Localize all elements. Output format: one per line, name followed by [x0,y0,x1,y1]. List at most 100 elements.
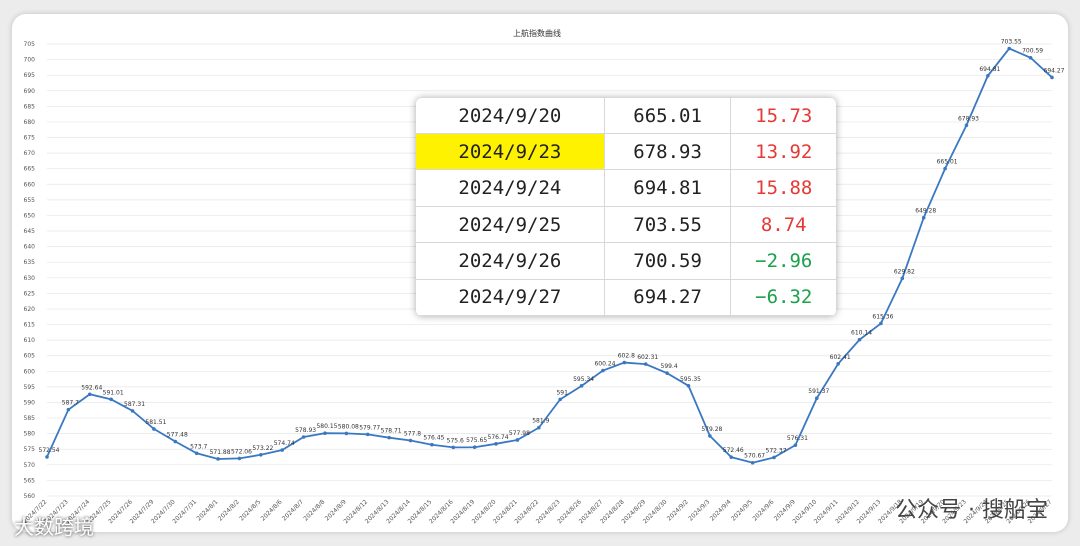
data-label: 591 [556,389,568,396]
data-label: 610.14 [851,330,872,337]
data-point [537,425,541,430]
data-label: 580.15 [316,423,337,430]
y-tick-label: 570 [24,462,36,469]
data-point [173,439,178,444]
data-label: 694.27 [1044,67,1065,74]
data-label: 575.6 [447,437,464,444]
data-label: 578.93 [295,427,316,434]
data-label: 600.24 [594,361,615,368]
data-label: 694.81 [979,66,1000,73]
x-tick-label: 2024/8/2 [217,498,241,522]
y-tick-label: 680 [24,119,36,126]
data-label: 572.06 [231,448,252,455]
table-cell-value: 694.81 [604,169,732,207]
data-point [45,455,49,459]
table-cell-change: 13.92 [730,133,836,171]
data-label: 587.31 [124,401,145,408]
data-label: 592.64 [81,384,102,391]
data-label: 599.4 [661,363,678,370]
data-point [494,442,498,446]
table-cell-value: 700.59 [604,242,732,280]
x-tick-label: 2024/9/4 [709,498,733,522]
x-tick-label: 2024/9/2 [666,498,690,522]
y-tick-label: 625 [24,290,36,297]
data-label: 649.28 [915,208,936,215]
data-label: 577.8 [404,431,421,438]
watermark-right: 公众号 · 搜船宝 [895,498,1048,523]
y-tick-label: 640 [24,244,36,251]
data-point [365,432,370,437]
data-point [772,455,776,460]
data-points [45,46,1054,465]
data-point [622,360,627,365]
data-label: 700.59 [1022,48,1043,55]
data-point [280,448,285,452]
y-tick-label: 650 [24,212,36,219]
data-point [857,337,862,342]
data-label: 615.36 [872,313,893,320]
y-tick-label: 665 [24,166,36,173]
data-label: 572.37 [766,447,787,454]
data-point [87,392,92,397]
data-point [408,438,413,443]
data-label: 602.8 [618,353,635,360]
x-tick-label: 2024/9/5 [730,498,754,522]
y-tick-label: 615 [24,322,36,329]
y-tick-label: 610 [24,337,36,344]
data-label: 570.67 [744,453,765,460]
x-tick-label: 2024/8/5 [238,498,262,522]
table-cell-change: 8.74 [730,206,836,244]
data-label: 579.77 [359,424,380,431]
data-point [109,397,113,402]
data-point [729,455,734,459]
data-point [515,438,520,442]
y-tick-label: 705 [24,41,36,48]
series-line [46,47,1053,464]
y-tick-label: 580 [24,431,36,438]
data-label: 591.01 [103,389,124,396]
y-tick-label: 670 [24,150,36,157]
y-tick-label: 685 [24,103,36,110]
x-tick-label: 2024/8/6 [260,498,284,522]
data-point [259,452,263,457]
data-label: 576.31 [787,435,808,442]
data-point [1007,46,1012,51]
data-label: 573.22 [252,445,273,452]
y-tick-label: 700 [24,57,36,64]
series-line-path [46,47,1053,464]
data-label: 576.74 [488,434,509,441]
table-cell-date: 2024/9/24 [416,169,605,207]
data-point [1050,75,1054,80]
data-point [836,361,840,366]
data-label: 595.34 [573,376,594,383]
x-tick-label: 2024/8/1 [195,498,219,522]
y-tick-label: 695 [24,72,36,79]
data-label: 574.74 [274,440,295,447]
data-point [472,445,477,450]
table-row: 2024/9/26 700.59 −2.96 [416,242,836,280]
data-label: 578.71 [381,428,402,435]
summary-table: 2024/9/20 665.01 15.73 2024/9/23 678.93 13.92… [416,98,836,316]
y-tick-label: 590 [24,399,36,406]
table-cell-value: 703.55 [604,206,732,244]
data-label: 577.48 [167,432,188,439]
data-label: 573.7 [190,443,207,450]
data-point [130,409,135,413]
table-row: 2024/9/23 678.93 13.92 [416,133,836,171]
data-point [301,435,306,439]
data-label: 591.37 [808,388,829,395]
table-cell-change: 15.73 [730,98,836,135]
data-point [216,457,220,461]
y-tick-label: 630 [24,275,36,282]
data-point [237,456,242,461]
chart-title: 上航指数曲线 [513,28,561,38]
data-label: 587.7 [62,400,79,407]
x-tick-label: 2024/9/6 [751,498,775,522]
data-point [900,276,905,281]
data-label: 665.01 [937,159,958,166]
table-cell-date: 2024/9/20 [416,98,605,135]
data-point [194,451,199,456]
table-cell-value: 665.01 [604,98,732,135]
data-point [793,443,798,447]
